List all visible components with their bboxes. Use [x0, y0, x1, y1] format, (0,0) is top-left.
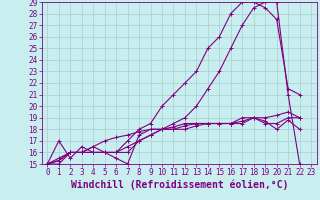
- X-axis label: Windchill (Refroidissement éolien,°C): Windchill (Refroidissement éolien,°C): [70, 180, 288, 190]
